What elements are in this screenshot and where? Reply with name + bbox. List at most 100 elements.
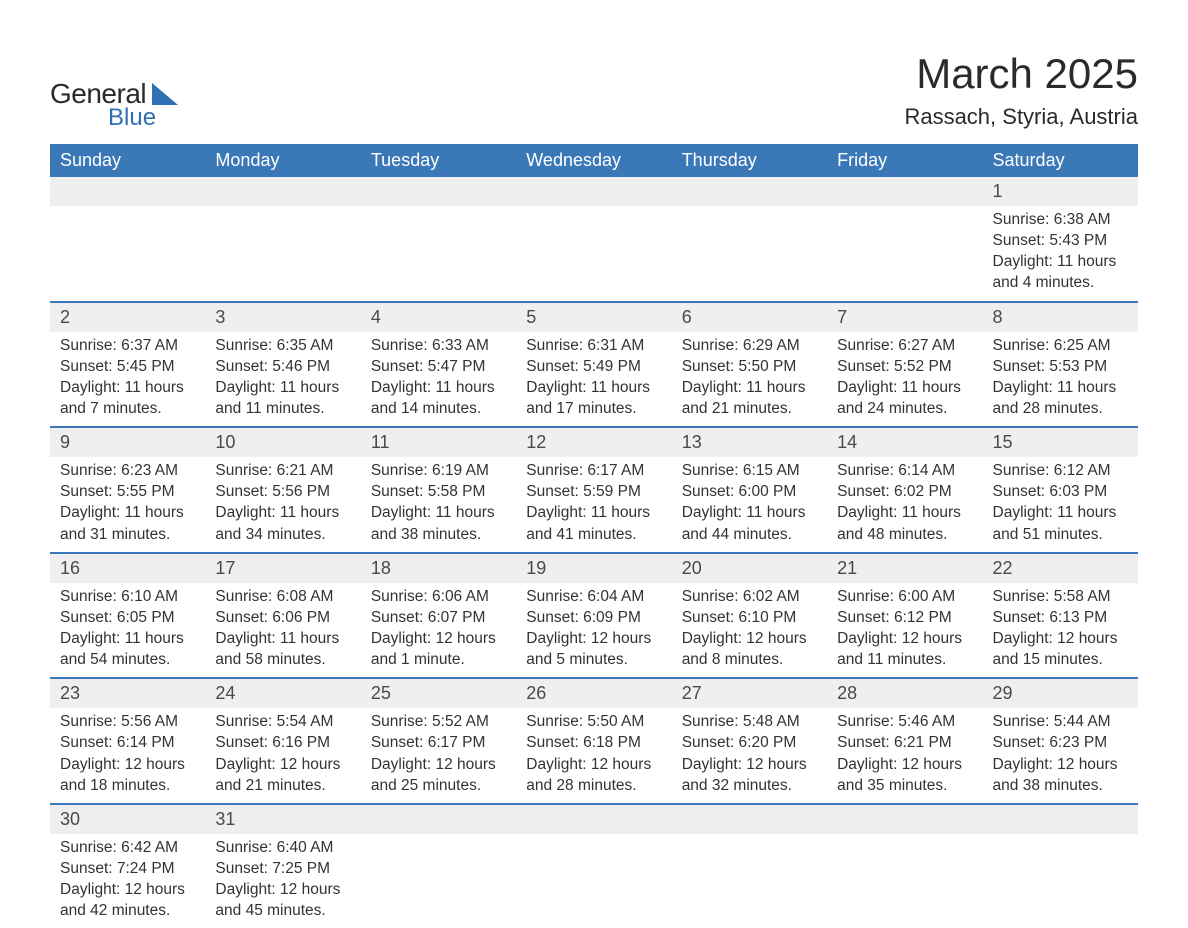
dow-wednesday: Wednesday <box>516 144 671 177</box>
daylight-line1: Daylight: 11 hours <box>215 378 350 398</box>
sunrise-text: Sunrise: 6:15 AM <box>682 461 817 481</box>
sunset-text: Sunset: 6:05 PM <box>60 608 195 628</box>
sunset-text: Sunset: 6:16 PM <box>215 733 350 753</box>
day-detail-cell: Sunrise: 5:56 AMSunset: 6:14 PMDaylight:… <box>50 708 205 804</box>
sunrise-text: Sunrise: 6:31 AM <box>526 336 661 356</box>
day-number-cell: 5 <box>516 302 671 332</box>
day-number-cell: 21 <box>827 553 982 583</box>
day-number-cell <box>361 177 516 206</box>
daylight-line1: Daylight: 11 hours <box>371 378 506 398</box>
sunset-text: Sunset: 5:52 PM <box>837 357 972 377</box>
day-detail-cell <box>205 206 360 302</box>
day-number-cell: 6 <box>672 302 827 332</box>
day-detail-cell <box>516 834 671 928</box>
sunset-text: Sunset: 6:18 PM <box>526 733 661 753</box>
calendar-table: Sunday Monday Tuesday Wednesday Thursday… <box>50 144 1138 928</box>
daylight-line1: Daylight: 11 hours <box>215 629 350 649</box>
detail-row: Sunrise: 5:56 AMSunset: 6:14 PMDaylight:… <box>50 708 1138 804</box>
sunset-text: Sunset: 5:43 PM <box>993 231 1128 251</box>
daylight-line2: and 4 minutes. <box>993 273 1128 293</box>
sunset-text: Sunset: 6:00 PM <box>682 482 817 502</box>
daylight-line1: Daylight: 12 hours <box>837 755 972 775</box>
daylight-line1: Daylight: 12 hours <box>993 629 1128 649</box>
day-number-cell <box>672 804 827 834</box>
daylight-line1: Daylight: 11 hours <box>215 503 350 523</box>
daylight-line2: and 11 minutes. <box>837 650 972 670</box>
day-detail-cell: Sunrise: 6:12 AMSunset: 6:03 PMDaylight:… <box>983 457 1138 553</box>
day-number-cell: 29 <box>983 678 1138 708</box>
day-detail-cell: Sunrise: 6:27 AMSunset: 5:52 PMDaylight:… <box>827 332 982 428</box>
daylight-line2: and 15 minutes. <box>993 650 1128 670</box>
daylight-line2: and 25 minutes. <box>371 776 506 796</box>
dow-sunday: Sunday <box>50 144 205 177</box>
sunset-text: Sunset: 7:25 PM <box>215 859 350 879</box>
daylight-line1: Daylight: 11 hours <box>993 503 1128 523</box>
sunrise-text: Sunrise: 6:06 AM <box>371 587 506 607</box>
sunset-text: Sunset: 5:47 PM <box>371 357 506 377</box>
logo: General Blue <box>50 50 178 132</box>
daylight-line2: and 31 minutes. <box>60 525 195 545</box>
day-number-cell: 1 <box>983 177 1138 206</box>
daylight-line1: Daylight: 11 hours <box>526 503 661 523</box>
day-number-cell: 15 <box>983 427 1138 457</box>
day-detail-cell <box>827 834 982 928</box>
daylight-line2: and 41 minutes. <box>526 525 661 545</box>
dow-tuesday: Tuesday <box>361 144 516 177</box>
daylight-line1: Daylight: 12 hours <box>837 629 972 649</box>
day-detail-cell <box>361 834 516 928</box>
day-detail-cell: Sunrise: 6:08 AMSunset: 6:06 PMDaylight:… <box>205 583 360 679</box>
dow-monday: Monday <box>205 144 360 177</box>
daylight-line2: and 54 minutes. <box>60 650 195 670</box>
daylight-line1: Daylight: 11 hours <box>993 252 1128 272</box>
day-detail-cell: Sunrise: 5:48 AMSunset: 6:20 PMDaylight:… <box>672 708 827 804</box>
sunrise-text: Sunrise: 5:48 AM <box>682 712 817 732</box>
day-detail-cell: Sunrise: 6:42 AMSunset: 7:24 PMDaylight:… <box>50 834 205 928</box>
day-detail-cell: Sunrise: 6:15 AMSunset: 6:00 PMDaylight:… <box>672 457 827 553</box>
sunset-text: Sunset: 6:14 PM <box>60 733 195 753</box>
sunset-text: Sunset: 6:12 PM <box>837 608 972 628</box>
day-detail-cell: Sunrise: 6:35 AMSunset: 5:46 PMDaylight:… <box>205 332 360 428</box>
day-detail-cell: Sunrise: 6:02 AMSunset: 6:10 PMDaylight:… <box>672 583 827 679</box>
sunrise-text: Sunrise: 6:17 AM <box>526 461 661 481</box>
day-detail-cell <box>672 206 827 302</box>
sunrise-text: Sunrise: 6:38 AM <box>993 210 1128 230</box>
day-number-cell <box>50 177 205 206</box>
day-number-cell: 26 <box>516 678 671 708</box>
day-number-cell: 8 <box>983 302 1138 332</box>
sunrise-text: Sunrise: 6:35 AM <box>215 336 350 356</box>
daylight-line2: and 42 minutes. <box>60 901 195 921</box>
daylight-line2: and 21 minutes. <box>215 776 350 796</box>
calendar-header-row: Sunday Monday Tuesday Wednesday Thursday… <box>50 144 1138 177</box>
daylight-line2: and 18 minutes. <box>60 776 195 796</box>
sunset-text: Sunset: 6:13 PM <box>993 608 1128 628</box>
sunrise-text: Sunrise: 6:12 AM <box>993 461 1128 481</box>
day-number-cell <box>672 177 827 206</box>
daylight-line2: and 44 minutes. <box>682 525 817 545</box>
day-number-cell <box>361 804 516 834</box>
sunrise-text: Sunrise: 6:04 AM <box>526 587 661 607</box>
daylight-line1: Daylight: 12 hours <box>682 755 817 775</box>
day-detail-cell: Sunrise: 6:31 AMSunset: 5:49 PMDaylight:… <box>516 332 671 428</box>
sunset-text: Sunset: 5:50 PM <box>682 357 817 377</box>
daylight-line2: and 1 minute. <box>371 650 506 670</box>
day-detail-cell <box>827 206 982 302</box>
detail-row: Sunrise: 6:37 AMSunset: 5:45 PMDaylight:… <box>50 332 1138 428</box>
sunrise-text: Sunrise: 5:50 AM <box>526 712 661 732</box>
day-number-cell: 22 <box>983 553 1138 583</box>
day-detail-cell: Sunrise: 6:25 AMSunset: 5:53 PMDaylight:… <box>983 332 1138 428</box>
detail-row: Sunrise: 6:23 AMSunset: 5:55 PMDaylight:… <box>50 457 1138 553</box>
day-number-cell: 11 <box>361 427 516 457</box>
sunset-text: Sunset: 5:46 PM <box>215 357 350 377</box>
day-detail-cell: Sunrise: 6:23 AMSunset: 5:55 PMDaylight:… <box>50 457 205 553</box>
day-number-cell: 13 <box>672 427 827 457</box>
dow-friday: Friday <box>827 144 982 177</box>
sunrise-text: Sunrise: 6:02 AM <box>682 587 817 607</box>
day-number-cell <box>516 177 671 206</box>
day-number-cell: 17 <box>205 553 360 583</box>
day-number-cell: 31 <box>205 804 360 834</box>
sunset-text: Sunset: 6:10 PM <box>682 608 817 628</box>
day-number-cell: 24 <box>205 678 360 708</box>
day-detail-cell: Sunrise: 6:04 AMSunset: 6:09 PMDaylight:… <box>516 583 671 679</box>
day-detail-cell: Sunrise: 6:38 AMSunset: 5:43 PMDaylight:… <box>983 206 1138 302</box>
title-block: March 2025 Rassach, Styria, Austria <box>904 50 1138 130</box>
